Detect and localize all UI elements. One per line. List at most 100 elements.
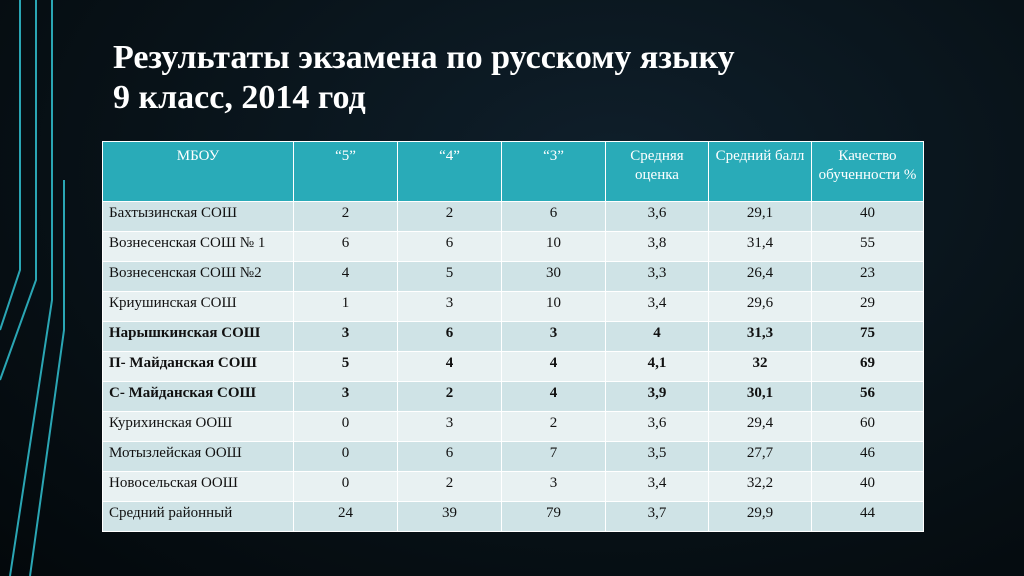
table-row: С- Майданская СОШ 3 2 4 3,9 30,1 56 — [102, 381, 924, 412]
school-cell: Новосельская ООШ — [102, 471, 294, 502]
avg-grade-cell: 3,9 — [605, 381, 709, 412]
avg-grade-cell: 3,4 — [605, 291, 709, 322]
page-title: Результаты экзамена по русскому языку 9 … — [113, 38, 735, 118]
quality-cell: 60 — [811, 411, 924, 442]
avg-score-cell: 29,6 — [708, 291, 812, 322]
grade-4-cell: 3 — [397, 291, 502, 322]
avg-score-cell: 26,4 — [708, 261, 812, 292]
quality-cell: 46 — [811, 441, 924, 472]
grade-5-cell: 4 — [293, 261, 398, 292]
grade-5-cell: 3 — [293, 381, 398, 412]
header-school: МБОУ — [102, 141, 294, 202]
header-grade-3: “3” — [501, 141, 606, 202]
grade-3-cell: 7 — [501, 441, 606, 472]
quality-cell: 56 — [811, 381, 924, 412]
quality-cell: 69 — [811, 351, 924, 382]
avg-grade-cell: 3,6 — [605, 411, 709, 442]
school-cell: Мотызлейская ООШ — [102, 441, 294, 472]
avg-grade-cell: 3,4 — [605, 471, 709, 502]
grade-5-cell: 0 — [293, 441, 398, 472]
avg-score-cell: 31,3 — [708, 321, 812, 352]
table-row: Курихинская ООШ 0 3 2 3,6 29,4 60 — [102, 411, 924, 442]
grade-3-cell: 4 — [501, 381, 606, 412]
table-row: Вознесенская СОШ № 1 6 6 10 3,8 31,4 55 — [102, 231, 924, 262]
grade-5-cell: 0 — [293, 411, 398, 442]
grade-5-cell: 3 — [293, 321, 398, 352]
avg-grade-cell: 3,5 — [605, 441, 709, 472]
table-body: Бахтызинская СОШ 2 2 6 3,6 29,1 40 Вознесенская… — [102, 201, 924, 532]
grade-5-cell: 2 — [293, 201, 398, 232]
school-cell: П- Майданская СОШ — [102, 351, 294, 382]
avg-grade-cell: 4,1 — [605, 351, 709, 382]
school-cell: Средний районный — [102, 501, 294, 532]
avg-grade-cell: 3,3 — [605, 261, 709, 292]
quality-cell: 44 — [811, 501, 924, 532]
quality-cell: 40 — [811, 471, 924, 502]
results-table: МБОУ “5” “4” “3” Средняя оценка Средний … — [102, 141, 924, 532]
avg-score-cell: 30,1 — [708, 381, 812, 412]
table-row: П- Майданская СОШ 5 4 4 4,1 32 69 — [102, 351, 924, 382]
header-grade-5: “5” — [293, 141, 398, 202]
school-cell: Вознесенская СОШ №2 — [102, 261, 294, 292]
grade-4-cell: 6 — [397, 441, 502, 472]
grade-4-cell: 6 — [397, 321, 502, 352]
grade-3-cell: 79 — [501, 501, 606, 532]
grade-3-cell: 10 — [501, 231, 606, 262]
grade-4-cell: 2 — [397, 471, 502, 502]
table-row: Вознесенская СОШ №2 4 5 30 3,3 26,4 23 — [102, 261, 924, 292]
table-row: Средний районный 24 39 79 3,7 29,9 44 — [102, 501, 924, 532]
avg-grade-cell: 3,7 — [605, 501, 709, 532]
grade-4-cell: 39 — [397, 501, 502, 532]
header-row: МБОУ “5” “4” “3” Средняя оценка Средний … — [102, 141, 924, 202]
grade-4-cell: 6 — [397, 231, 502, 262]
grade-4-cell: 3 — [397, 411, 502, 442]
grade-4-cell: 2 — [397, 381, 502, 412]
grade-4-cell: 5 — [397, 261, 502, 292]
avg-score-cell: 32,2 — [708, 471, 812, 502]
title-line-1: Результаты экзамена по русскому языку — [113, 39, 735, 76]
decorative-lines — [0, 0, 65, 576]
table-row: Новосельская ООШ 0 2 3 3,4 32,2 40 — [102, 471, 924, 502]
table-row: Криушинская СОШ 1 3 10 3,4 29,6 29 — [102, 291, 924, 322]
header-avg-grade: Средняя оценка — [605, 141, 709, 202]
title-line-2: 9 класс, 2014 год — [113, 79, 366, 116]
grade-3-cell: 2 — [501, 411, 606, 442]
school-cell: Бахтызинская СОШ — [102, 201, 294, 232]
grade-3-cell: 6 — [501, 201, 606, 232]
avg-score-cell: 31,4 — [708, 231, 812, 262]
header-avg-score: Средний балл — [708, 141, 812, 202]
grade-5-cell: 5 — [293, 351, 398, 382]
quality-cell: 29 — [811, 291, 924, 322]
grade-4-cell: 2 — [397, 201, 502, 232]
avg-grade-cell: 3,8 — [605, 231, 709, 262]
school-cell: С- Майданская СОШ — [102, 381, 294, 412]
avg-grade-cell: 3,6 — [605, 201, 709, 232]
avg-score-cell: 29,4 — [708, 411, 812, 442]
grade-3-cell: 3 — [501, 471, 606, 502]
table-row: Мотызлейская ООШ 0 6 7 3,5 27,7 46 — [102, 441, 924, 472]
table-row: Нарышкинская СОШ 3 6 3 4 31,3 75 — [102, 321, 924, 352]
grade-5-cell: 6 — [293, 231, 398, 262]
grade-5-cell: 1 — [293, 291, 398, 322]
quality-cell: 75 — [811, 321, 924, 352]
grade-3-cell: 30 — [501, 261, 606, 292]
school-cell: Нарышкинская СОШ — [102, 321, 294, 352]
grade-3-cell: 10 — [501, 291, 606, 322]
table-row: Бахтызинская СОШ 2 2 6 3,6 29,1 40 — [102, 201, 924, 232]
school-cell: Криушинская СОШ — [102, 291, 294, 322]
quality-cell: 55 — [811, 231, 924, 262]
header-grade-4: “4” — [397, 141, 502, 202]
avg-score-cell: 29,1 — [708, 201, 812, 232]
avg-score-cell: 29,9 — [708, 501, 812, 532]
school-cell: Курихинская ООШ — [102, 411, 294, 442]
grade-5-cell: 0 — [293, 471, 398, 502]
grade-5-cell: 24 — [293, 501, 398, 532]
grade-3-cell: 4 — [501, 351, 606, 382]
quality-cell: 23 — [811, 261, 924, 292]
quality-cell: 40 — [811, 201, 924, 232]
grade-4-cell: 4 — [397, 351, 502, 382]
school-cell: Вознесенская СОШ № 1 — [102, 231, 294, 262]
avg-score-cell: 27,7 — [708, 441, 812, 472]
header-quality: Качество обученности % — [811, 141, 924, 202]
avg-grade-cell: 4 — [605, 321, 709, 352]
